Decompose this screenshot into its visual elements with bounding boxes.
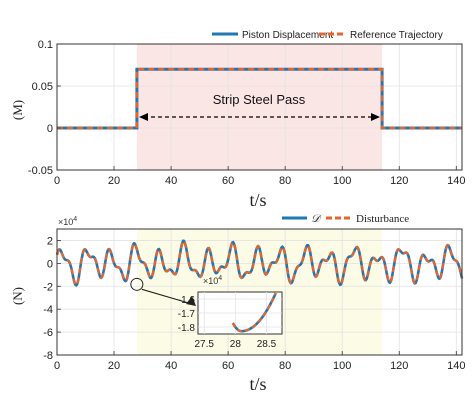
- top-legend: Piston Displacement Reference Trajectory: [212, 30, 443, 41]
- x-tick-label: 20: [108, 175, 120, 187]
- x-tick-label: 0: [54, 175, 60, 187]
- x-tick-label: 140: [447, 175, 465, 187]
- y-tick-label: 0: [47, 258, 53, 270]
- inset-ticks: 27.5 28 28.5 -1.6 -1.7 -1.8: [178, 295, 277, 350]
- x-tick-label: 140: [447, 360, 465, 372]
- x-tick-label: 20: [108, 360, 120, 372]
- top-shaded-region: [136, 44, 383, 170]
- y-tick-label: -0.05: [28, 165, 53, 177]
- y-tick-label: -2: [43, 281, 53, 293]
- y-tick-label: -4: [43, 304, 53, 316]
- y-tick-label: 2: [47, 235, 53, 247]
- strip-steel-pass-label: Strip Steel Pass: [213, 92, 306, 107]
- bottom-series-d: [55, 239, 464, 287]
- x-tick-label: 0: [54, 360, 60, 372]
- bottom-xlabel: t/s: [249, 374, 266, 394]
- top-ylabel: (M): [10, 100, 25, 120]
- inset-y-tick-label: -1.6: [178, 295, 196, 306]
- top-plot-frame: [56, 43, 463, 171]
- y-tick-label: -6: [43, 327, 53, 339]
- inset-y-tick-label: -1.7: [178, 309, 196, 320]
- y-tick-label: 0.1: [38, 39, 53, 51]
- x-tick-label: 60: [222, 175, 234, 187]
- bottom-plot-frame: [56, 228, 463, 356]
- bottom-y-exponent: ×104: [58, 216, 77, 227]
- x-tick-label: 40: [165, 360, 177, 372]
- bottom-series-group: [55, 239, 464, 287]
- inset-x-tick-label: 28.5: [257, 339, 277, 350]
- inset-y-tick-label: -1.8: [178, 323, 196, 334]
- zoom-arrow: [141, 288, 196, 306]
- legend-d: 𝒟: [311, 213, 322, 225]
- inset-x-tick-label: 27.5: [194, 339, 214, 350]
- bottom-legend: 𝒟 Disturbance: [282, 213, 409, 225]
- x-tick-label: 60: [222, 360, 234, 372]
- top-series-reference-trajectory: [57, 67, 462, 130]
- zoom-circle: [130, 277, 144, 291]
- x-tick-label: 100: [333, 360, 351, 372]
- inset-chart: 27.5 28 28.5 -1.6 -1.7 -1.8 ×104: [178, 275, 283, 350]
- x-tick-label: 40: [165, 175, 177, 187]
- inset-series-group: [231, 292, 277, 333]
- bottom-ylabel: (N): [10, 287, 25, 305]
- legend-reference-trajectory: Reference Trajectory: [350, 30, 443, 41]
- x-tick-label: 80: [279, 175, 291, 187]
- inset-x-tick-label: 28: [230, 339, 242, 350]
- x-tick-label: 120: [390, 175, 408, 187]
- x-tick-label: 120: [390, 360, 408, 372]
- inset-series-disturbance: [231, 292, 277, 333]
- top-xlabel: t/s: [249, 190, 266, 210]
- legend-piston-displacement: Piston Displacement: [242, 30, 333, 41]
- x-tick-label: 80: [279, 360, 291, 372]
- top-series-group: [57, 67, 462, 130]
- x-tick-label: 100: [333, 175, 351, 187]
- zoom-arrow-shaft: [141, 288, 193, 305]
- y-tick-label: -8: [43, 350, 53, 362]
- y-tick-label: 0.05: [32, 81, 53, 93]
- inset-y-exponent: ×104: [203, 275, 222, 286]
- legend-disturbance: Disturbance: [356, 213, 409, 225]
- zoom-arrow-head: [186, 296, 196, 306]
- strip-pass-arrow: [139, 113, 380, 121]
- y-tick-label: 0: [47, 123, 53, 135]
